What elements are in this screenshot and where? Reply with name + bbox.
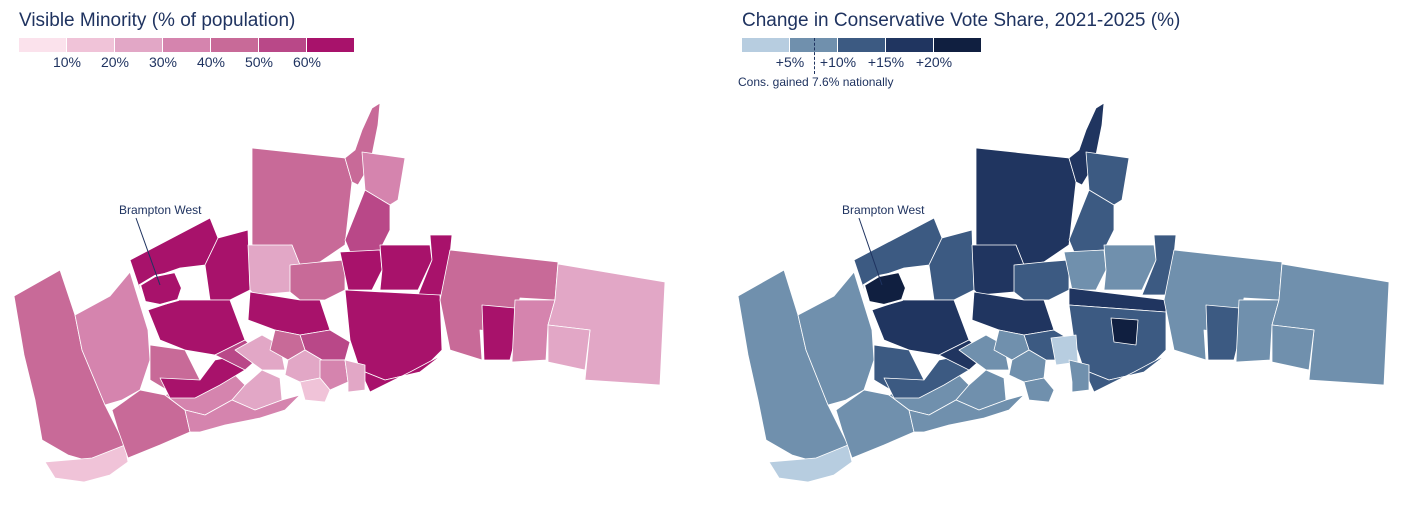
district-toronto-4 [344, 359, 366, 393]
right-legend-swatch-0 [742, 38, 789, 52]
district-markham-2 [1103, 244, 1157, 291]
left-legend-swatch-6 [307, 38, 354, 52]
left-legend-label-10: 10% [52, 54, 82, 70]
left-legend-swatch-4 [211, 38, 258, 52]
right-legend-swatch-1 [790, 38, 837, 52]
visible-minority-map: Brampton West [13, 102, 666, 483]
district-southwest [768, 444, 853, 483]
district-vaughan-2 [289, 259, 346, 301]
district-west-2 [797, 271, 875, 406]
conservative-change-panel: Brampton West Change in Conservative Vot… [706, 0, 1412, 507]
district-markham-1 [1063, 249, 1107, 291]
national-average-note: Cons. gained 7.6% nationally [738, 75, 894, 89]
district-far-east-2 [1271, 324, 1315, 371]
right-legend-label-15: +15% [867, 54, 905, 70]
district-toronto-3 [1023, 377, 1055, 403]
left-map-title: Visible Minority (% of population) [19, 10, 296, 31]
district-markham-1 [339, 249, 383, 291]
district-southwest [44, 444, 129, 483]
brampton-west-outline [138, 270, 184, 307]
district-east-pickering [1235, 299, 1280, 363]
left-legend-swatch-2 [115, 38, 162, 52]
right-legend-swatch-3 [886, 38, 933, 52]
district-toronto-3 [299, 377, 331, 403]
conservative-change-map: Brampton West [737, 102, 1390, 483]
brampton-west-leader-line [135, 217, 161, 286]
left-legend [19, 38, 355, 52]
district-vaughan-2 [1013, 259, 1070, 301]
district-north-spike [1068, 102, 1105, 186]
left-legend-label-50: 50% [244, 54, 274, 70]
right-legend-label-20: +20% [915, 54, 953, 70]
right-legend-label-5: +5% [775, 54, 805, 70]
district-north-east-1 [1085, 151, 1130, 206]
right-legend-swatch-2 [838, 38, 885, 52]
national-average-marker [814, 38, 815, 74]
district-toronto-2 [1050, 334, 1079, 366]
district-far-east-1 [1271, 263, 1390, 386]
right-legend-label-10: +10% [819, 54, 857, 70]
visible-minority-panel: Brampton West Visible Minority (% of pop… [13, 10, 666, 483]
district-north-east-1 [361, 151, 406, 206]
left-legend-swatch-1 [67, 38, 114, 52]
district-markham-3 [1141, 234, 1177, 296]
district-scarborough-2 [359, 354, 443, 393]
brampton-west-callout: Brampton West [119, 203, 202, 217]
brampton-west-callout: Brampton West [842, 203, 925, 217]
left-legend-label-30: 30% [148, 54, 178, 70]
left-legend-label-40: 40% [196, 54, 226, 70]
brampton-west-outline [862, 270, 908, 307]
district-west-2 [74, 271, 151, 406]
district-scarborough-3 [1083, 354, 1167, 393]
district-east-ajax [481, 304, 516, 361]
left-legend-swatch-0 [19, 38, 66, 52]
district-east-ajax [1205, 304, 1240, 361]
brampton-west-leader-line [858, 217, 883, 286]
right-map-title: Change in Conservative Vote Share, 2021-… [742, 10, 1181, 31]
left-legend-swatch-5 [259, 38, 306, 52]
district-east-pickering [511, 299, 556, 363]
district-markham-2 [379, 244, 433, 291]
left-legend-label-60: 60% [292, 54, 322, 70]
left-legend-label-20: 20% [100, 54, 130, 70]
right-legend [742, 38, 982, 52]
right-legend-swatch-4 [934, 38, 981, 52]
district-far-east-2 [547, 324, 591, 371]
district-north-spike [344, 102, 381, 186]
district-lakeshore [184, 394, 301, 433]
district-far-east-1 [547, 263, 666, 386]
district-lakeshore [908, 394, 1025, 433]
district-toronto-4 [1068, 359, 1090, 393]
left-legend-swatch-3 [163, 38, 210, 52]
district-toronto-2 [319, 359, 349, 391]
district-scarborough-2 [1110, 317, 1139, 346]
